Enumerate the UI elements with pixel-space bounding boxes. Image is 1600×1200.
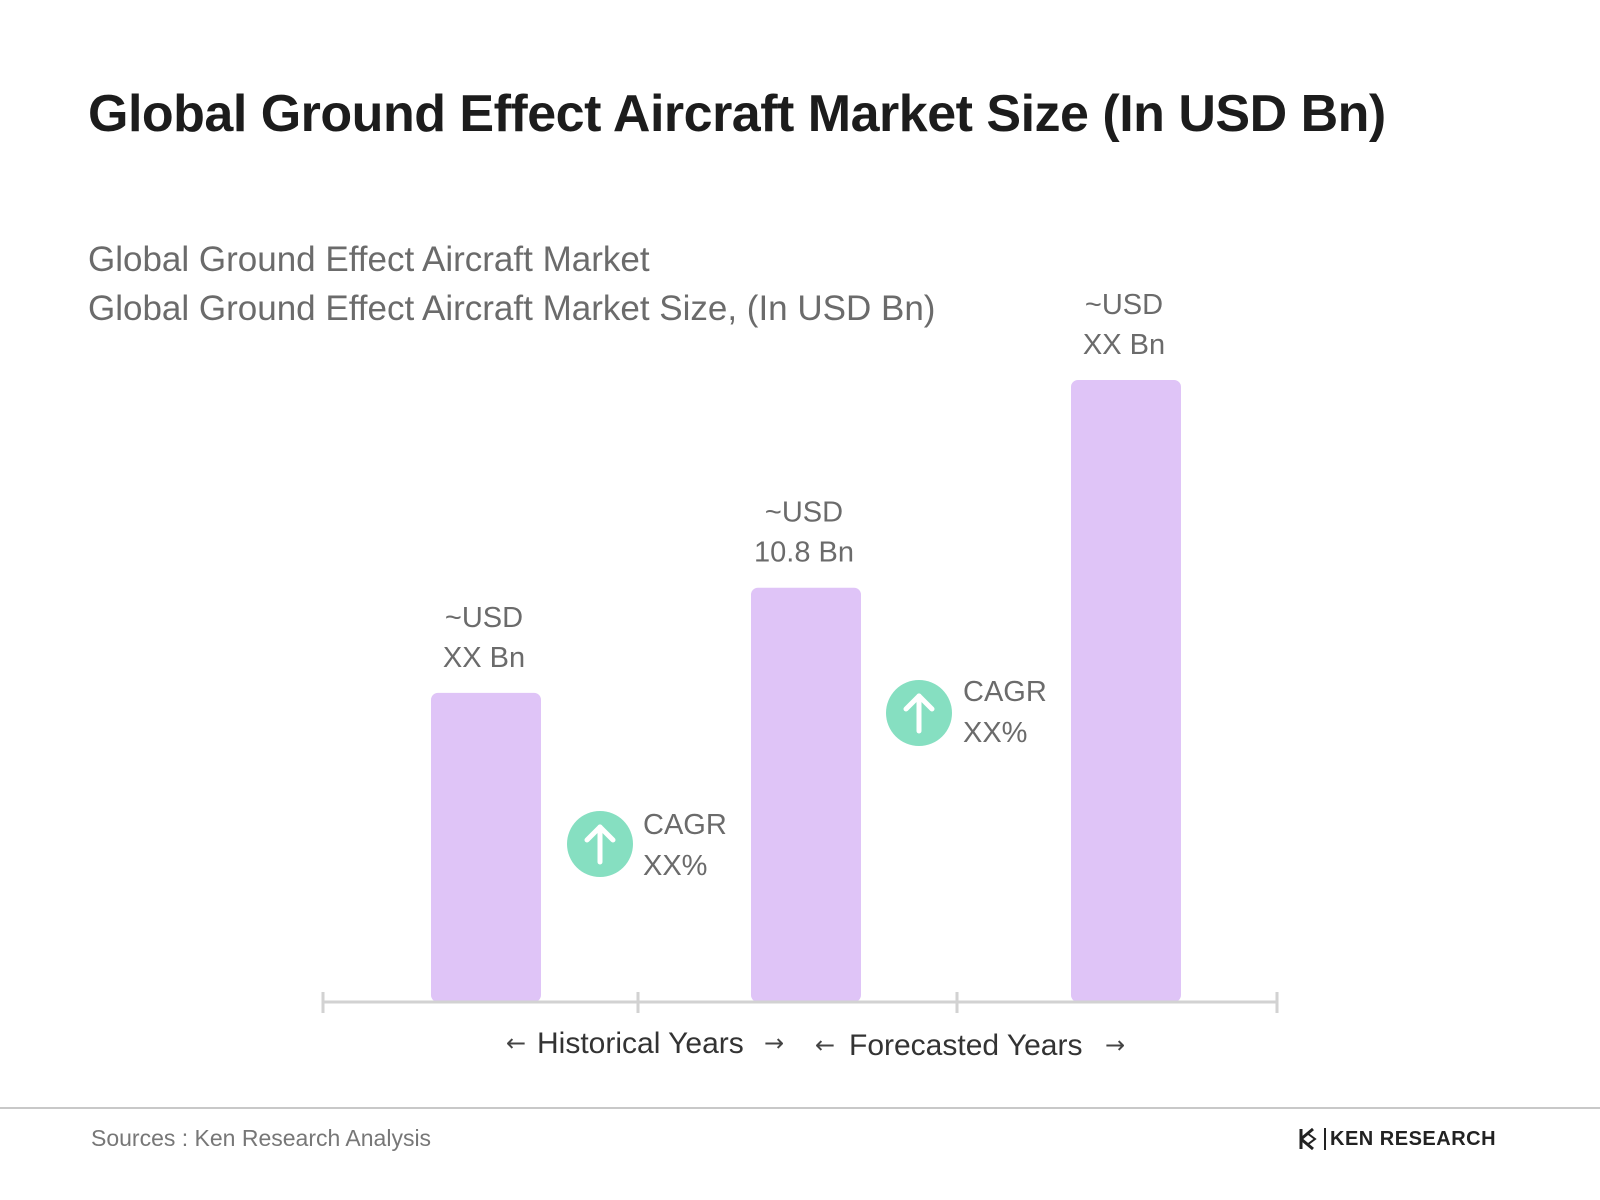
cagr-badge-1: CAGR XX% bbox=[567, 809, 727, 882]
chart-title: Global Ground Effect Aircraft Market Siz… bbox=[88, 85, 1386, 143]
cagr-1-line-2: XX% bbox=[643, 850, 707, 882]
bar-labels-group: ~USD XX Bn ~USD 10.8 Bn ~USD XX Bn bbox=[443, 289, 1165, 674]
x-axis bbox=[321, 992, 1279, 1013]
bar-2-label-line-2: 10.8 Bn bbox=[754, 537, 854, 569]
source-note: Sources : Ken Research Analysis bbox=[91, 1125, 432, 1151]
cagr-1-line-1: CAGR bbox=[643, 809, 727, 841]
period-label-historical: Historical Years bbox=[537, 1027, 744, 1060]
bar-3-label-line-1: ~USD bbox=[1085, 289, 1163, 321]
bar-2 bbox=[751, 587, 861, 1002]
bars-group bbox=[431, 380, 1181, 1002]
cagr-badge-2: CAGR XX% bbox=[886, 676, 1047, 749]
cagr-2-line-2: XX% bbox=[963, 717, 1027, 749]
bar-chart: ~USD XX Bn ~USD 10.8 Bn ~USD XX Bn CAGR XX% C… bbox=[321, 289, 1279, 1062]
arrow-left-icon: ← bbox=[815, 1031, 835, 1059]
brand-separator bbox=[1324, 1128, 1326, 1150]
bar-1-label-line-1: ~USD bbox=[445, 602, 523, 634]
brand-name: KEN RESEARCH bbox=[1330, 1127, 1497, 1150]
cagr-2-line-1: CAGR bbox=[963, 676, 1047, 708]
subtitle-line-2: Global Ground Effect Aircraft Market Siz… bbox=[88, 289, 936, 328]
bar-3-label-line-2: XX Bn bbox=[1083, 329, 1165, 361]
arrow-right-icon: → bbox=[1105, 1031, 1125, 1059]
period-historical: ← Historical Years → bbox=[506, 1027, 784, 1060]
period-label-forecast: Forecasted Years bbox=[849, 1029, 1082, 1062]
brand-logo: KEN RESEARCH bbox=[1298, 1127, 1496, 1151]
chart-subtitle: Global Ground Effect Aircraft Market Glo… bbox=[88, 238, 968, 336]
bar-2-label-line-1: ~USD bbox=[765, 497, 843, 529]
up-arrow-icon bbox=[903, 693, 935, 734]
ken-logo-icon bbox=[1299, 1127, 1317, 1151]
period-forecast: ← Forecasted Years → bbox=[815, 1029, 1125, 1062]
bar-3 bbox=[1071, 380, 1181, 1002]
footer-divider bbox=[0, 1107, 1600, 1109]
bar-1-label-line-2: XX Bn bbox=[443, 642, 525, 674]
arrow-left-icon: ← bbox=[506, 1029, 526, 1057]
bar-1 bbox=[431, 692, 541, 1002]
up-arrow-icon bbox=[584, 824, 616, 865]
subtitle-line-1: Global Ground Effect Aircraft Market bbox=[88, 240, 650, 279]
arrow-right-icon: → bbox=[764, 1029, 784, 1057]
